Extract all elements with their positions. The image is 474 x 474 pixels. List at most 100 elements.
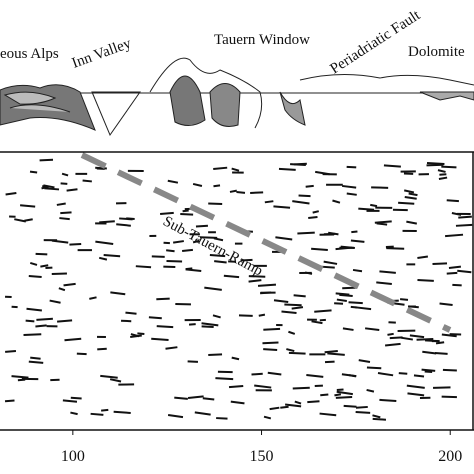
reflector	[417, 255, 429, 260]
reflector	[458, 215, 472, 219]
reflector	[376, 222, 388, 226]
reflector	[98, 256, 108, 261]
reflector	[194, 411, 211, 416]
reflector	[334, 302, 344, 305]
reflector	[407, 392, 425, 397]
reflector	[63, 282, 76, 287]
reflector	[69, 242, 82, 246]
reflector	[294, 162, 307, 166]
x-axis: 100 150 200	[61, 430, 462, 465]
reflector	[166, 259, 183, 263]
reflector	[182, 209, 189, 213]
reflector	[202, 397, 215, 401]
reflector	[421, 368, 436, 372]
reflector	[323, 260, 338, 265]
reflector	[89, 296, 97, 300]
reflector	[314, 309, 332, 313]
reflector	[336, 298, 347, 302]
valley	[91, 91, 141, 137]
reflector	[180, 213, 194, 216]
reflector	[328, 231, 339, 236]
reflector	[292, 386, 310, 390]
section-label: Periadriatic Fault	[327, 7, 423, 77]
reflector	[213, 184, 221, 188]
reflector	[437, 169, 446, 173]
reflector	[43, 184, 55, 189]
tauern-core	[209, 83, 241, 127]
section-label: eous Alps	[0, 46, 59, 62]
reflector	[312, 210, 319, 214]
reflector	[230, 400, 245, 405]
reflector	[4, 399, 15, 403]
reflector	[441, 333, 457, 338]
reflector	[201, 322, 219, 327]
reflector	[358, 359, 371, 363]
reflector	[39, 158, 54, 162]
reflector	[320, 393, 329, 397]
reflector	[307, 400, 320, 404]
reflector	[113, 410, 131, 414]
reflector	[379, 270, 396, 274]
reflector	[281, 310, 297, 314]
reflector	[334, 393, 342, 397]
reflector	[315, 170, 330, 176]
reflector	[231, 356, 240, 361]
x-tick-label: 150	[250, 448, 274, 465]
reflector	[44, 187, 60, 191]
reflector	[95, 240, 114, 246]
reflector	[286, 348, 295, 353]
reflector	[355, 306, 372, 311]
reflector	[400, 336, 414, 341]
reflector	[240, 258, 253, 262]
reflector	[125, 311, 137, 315]
reflector	[376, 281, 392, 286]
reflector	[103, 254, 121, 258]
reflector	[82, 179, 92, 183]
reflector	[223, 274, 240, 279]
reflector	[293, 294, 306, 298]
reflector	[187, 360, 199, 363]
reflector	[439, 173, 447, 176]
reflector	[284, 303, 302, 307]
reflector	[213, 237, 224, 242]
reflector	[417, 278, 434, 282]
reflector	[403, 189, 415, 194]
reflector	[214, 260, 227, 264]
reflector	[14, 218, 27, 223]
reflector	[445, 233, 464, 238]
reflector	[251, 372, 263, 376]
reflector	[165, 346, 178, 350]
reflector	[29, 170, 38, 174]
reflector	[339, 293, 353, 298]
reflector	[372, 414, 381, 419]
reflector	[28, 360, 44, 364]
reflector	[409, 334, 425, 339]
reflector	[28, 275, 42, 278]
section-label: Inn Valley	[70, 35, 134, 71]
reflector	[457, 269, 472, 274]
reflector	[11, 375, 29, 379]
reflector	[201, 325, 214, 328]
dome	[149, 57, 263, 129]
fold	[3, 91, 71, 113]
reflector	[306, 374, 324, 378]
reflector	[248, 279, 262, 283]
reflector	[216, 417, 228, 420]
dolomite-unit	[419, 91, 474, 101]
reflector	[231, 167, 240, 172]
reflector	[346, 165, 357, 169]
reflector	[109, 378, 122, 383]
reflector	[257, 283, 277, 287]
reflector	[336, 388, 344, 391]
reflector	[327, 352, 345, 356]
reflector	[400, 298, 409, 301]
reflector	[278, 167, 296, 171]
reflector	[167, 179, 179, 184]
reflector	[355, 411, 371, 414]
reflector	[49, 299, 61, 304]
reflector	[263, 415, 272, 420]
reflector	[174, 396, 188, 400]
reflector	[291, 306, 304, 310]
reflector	[355, 405, 368, 409]
